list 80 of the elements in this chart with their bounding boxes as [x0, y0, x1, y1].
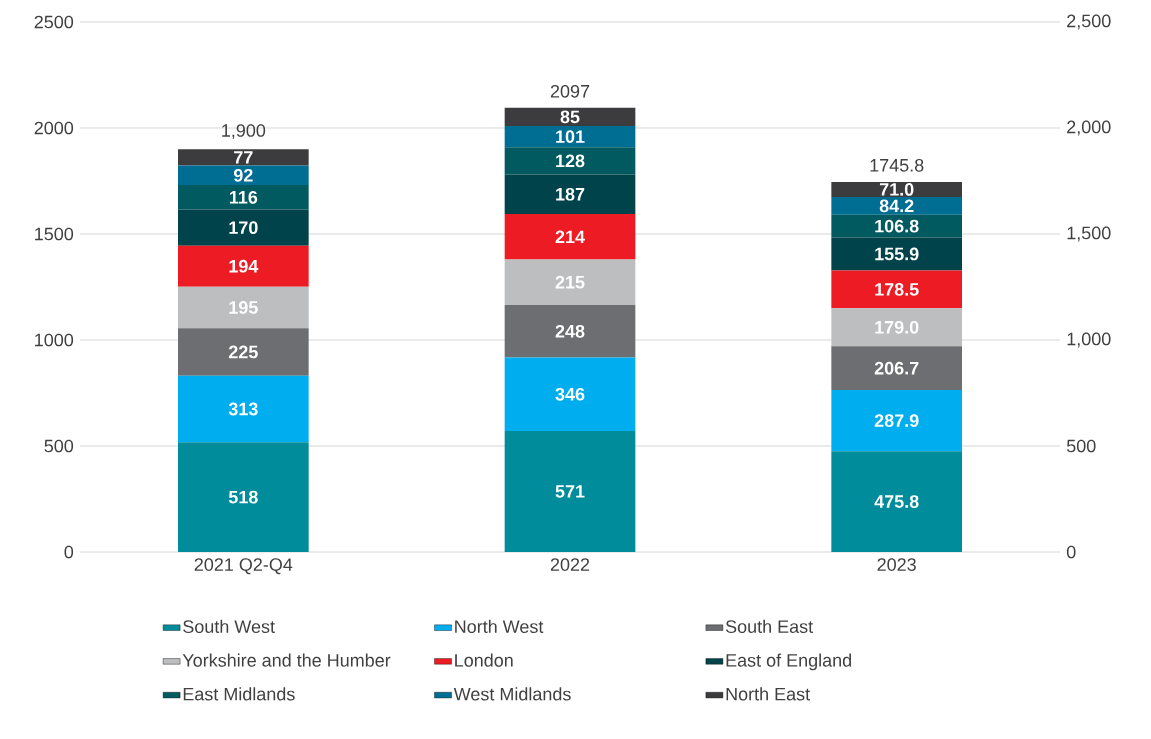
bar: [831, 308, 963, 347]
bar: [504, 147, 636, 175]
y2-tick-label: 2,500: [1067, 14, 1111, 30]
bar: [178, 185, 309, 210]
bar: [178, 442, 309, 552]
data-label: 92: [233, 168, 253, 182]
legend-label: East Midlands: [183, 687, 295, 701]
x-tick-label: 2021 Q2-Q4: [194, 558, 293, 575]
bar: [178, 245, 309, 287]
bar: [504, 357, 636, 431]
data-label: 225: [228, 345, 258, 359]
data-label: 178.5: [875, 283, 919, 296]
data-label: 214: [555, 230, 585, 244]
bar: [504, 174, 636, 215]
total-label: 2097: [550, 84, 590, 98]
legend-label: South West: [183, 619, 275, 633]
y2-tick-label: 1,000: [1067, 332, 1111, 348]
data-label: 475.8: [874, 495, 919, 508]
x-tick-label: 2023: [877, 558, 916, 571]
data-label: 179.0: [875, 320, 919, 334]
bar: [178, 375, 309, 443]
y-tick-label: 0: [64, 545, 74, 559]
total-label: 1745.8: [870, 158, 924, 172]
bar: [831, 270, 963, 309]
data-label: 518: [228, 490, 258, 504]
y-tick-label: 1000: [35, 333, 74, 347]
bar: [831, 390, 963, 452]
bar: [831, 346, 963, 391]
y-tick-label: 2000: [34, 121, 74, 135]
legend-label: North East: [726, 687, 810, 701]
bar: [178, 209, 309, 246]
data-label: 346: [555, 387, 585, 401]
bar: [504, 430, 636, 552]
data-label: 206.7: [874, 361, 919, 375]
legend-label: North West: [455, 619, 544, 633]
bar: [504, 214, 636, 260]
data-label: 194: [229, 259, 259, 273]
data-label: 215: [555, 275, 585, 289]
data-label: 85: [560, 110, 580, 124]
bar: [504, 259, 636, 306]
data-label: 187: [556, 187, 585, 201]
bar: [178, 149, 309, 166]
data-label: 128: [556, 154, 585, 168]
bar: [178, 286, 309, 329]
bar: [178, 165, 309, 186]
legend-label: West Midlands: [453, 687, 571, 701]
bar: [504, 107, 636, 126]
y2-tick-label: 0: [1066, 545, 1076, 559]
bar: [178, 328, 309, 376]
bar: [831, 237, 963, 271]
data-label: 571: [555, 485, 585, 498]
total-label: 1,900: [222, 124, 266, 139]
y-tick-label: 500: [44, 439, 74, 453]
x-tick-label: 2022: [550, 558, 590, 571]
data-label: 313: [228, 402, 258, 416]
legend-label: Yorkshire and the Humber: [182, 653, 391, 667]
data-label: 170: [229, 221, 258, 234]
y2-tick-label: 2,000: [1067, 120, 1111, 136]
bar: [504, 305, 636, 358]
legend-label: London: [455, 653, 513, 667]
legend-label: East of England: [726, 653, 851, 671]
data-label: 71.0: [879, 183, 914, 196]
bar: [831, 181, 963, 197]
data-label: 101: [556, 130, 585, 143]
data-label: 195: [229, 301, 258, 314]
bar: [831, 451, 963, 552]
y2-tick-label: 1,500: [1067, 226, 1111, 242]
data-label: 155.9: [875, 247, 919, 261]
bar: [504, 125, 636, 148]
data-label: 106.8: [875, 219, 919, 233]
y-tick-label: 2500: [34, 15, 74, 29]
data-label: 84.2: [879, 199, 914, 213]
y-tick-label: 1500: [35, 227, 74, 241]
bar: [831, 196, 963, 215]
legend-label: South East: [725, 619, 813, 633]
y2-tick-label: 500: [1066, 439, 1096, 453]
data-label: 287.9: [874, 414, 919, 427]
data-label: 116: [229, 190, 258, 204]
data-label: 248: [555, 324, 585, 338]
data-label: 77: [234, 151, 253, 164]
